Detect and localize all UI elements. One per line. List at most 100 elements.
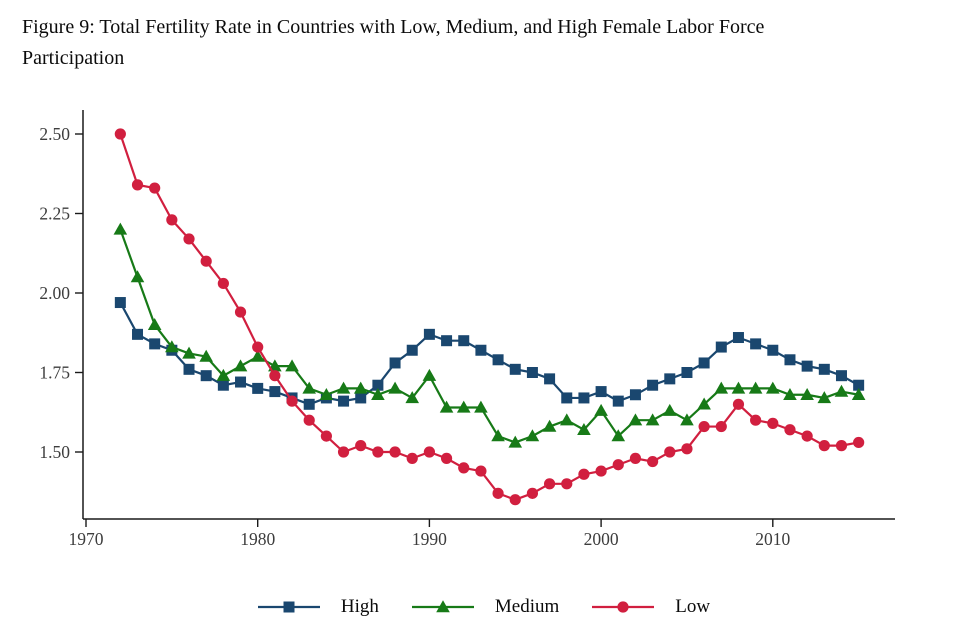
data-point-triangle [113,222,128,235]
data-point-circle [647,455,659,468]
data-point-triangle [680,413,694,426]
data-point-triangle [302,381,317,394]
series-medium [113,222,866,448]
data-point-square [132,328,144,340]
data-point-circle [458,462,470,474]
data-point-square [578,392,590,404]
data-point-circle [183,233,195,245]
data-point-circle [406,452,418,464]
data-point-circle [131,179,144,191]
data-point-square [183,363,195,375]
data-point-triangle [250,349,265,362]
data-point-square [303,398,315,410]
data-point-circle [389,446,401,458]
data-point-square [372,379,384,391]
x-tick-label: 2000 [584,529,619,549]
data-point-square [835,370,847,382]
legend-item-low: Low [591,596,710,618]
data-point-triangle [216,368,231,381]
data-point-triangle [748,381,763,394]
data-point-triangle [456,400,471,413]
data-point-triangle [731,381,746,394]
data-point-triangle [714,381,729,394]
legend-item-high: High [257,596,379,618]
data-point-square [767,344,779,356]
data-point-triangle [353,381,368,394]
legend-marker-square [257,601,320,613]
data-point-circle [629,452,642,464]
data-point-square [235,376,247,388]
data-point-triangle [491,429,505,442]
data-point-triangle [611,429,626,442]
legend-item-medium: Medium [411,596,559,618]
data-point-circle [200,255,212,267]
y-tick-label: 2.00 [39,283,70,303]
data-point-triangle [422,368,437,381]
data-point-triangle [182,346,196,359]
data-point-circle [835,440,848,452]
x-tick-label: 1990 [412,529,447,549]
data-point-circle [595,465,607,477]
data-point-circle [750,414,762,426]
data-point-circle [217,277,229,290]
data-point-circle [664,446,676,458]
data-point-circle [715,420,727,433]
data-point-triangle [628,413,643,426]
data-point-circle [320,430,332,442]
data-point-square [647,379,659,391]
figure-title: Figure 9: Total Fertility Rate in Countr… [22,12,957,74]
data-point-square [406,344,418,356]
data-point-triangle [594,403,608,416]
data-point-square [475,344,487,356]
data-point-circle [114,128,126,140]
data-point-square [200,370,212,382]
data-point-square [423,328,435,340]
data-point-square [252,382,264,394]
data-point-circle [440,452,453,464]
y-tick-label: 1.75 [39,363,70,383]
data-point-triangle [147,318,162,330]
data-point-circle [543,478,556,490]
data-point-square [750,338,762,350]
data-point-square [492,354,504,366]
data-point-circle [166,214,178,226]
data-point-circle [732,398,745,410]
data-point-square [715,341,727,353]
data-point-triangle [165,340,179,353]
legend-label-high: High [340,596,379,617]
data-point-square [389,357,401,369]
data-point-circle [681,443,693,455]
data-point-circle [767,417,779,429]
data-point-square [441,335,453,347]
figure-title-line-2: Participation [22,47,125,69]
data-point-triangle [817,391,832,404]
data-point-square [355,392,367,404]
y-tick-label: 2.25 [39,204,70,224]
data-point-square [629,389,641,401]
data-point-square [801,360,813,372]
data-point-circle [252,341,264,353]
data-point-square [595,386,607,398]
data-point-square [681,367,693,378]
data-point-circle [526,487,539,499]
legend-label-medium: Medium [494,596,560,617]
data-point-triangle [559,413,574,426]
data-point-circle [818,440,830,452]
data-point-square [544,373,556,385]
chart-legend: High Medium Low [0,596,967,618]
data-point-triangle [508,435,523,448]
data-point-triangle [233,359,248,372]
data-point-triangle [474,400,488,413]
data-point-square [784,354,796,366]
data-point-triangle [439,400,454,413]
data-point-square [732,332,744,344]
x-tick-label: 2010 [755,529,790,549]
data-point-circle [612,459,624,471]
data-point-triangle [285,359,299,372]
data-point-square [561,392,573,404]
data-point-triangle [336,381,351,394]
data-point-circle [269,370,281,382]
figure-title-line-1: Figure 9: Total Fertility Rate in Countr… [22,16,765,38]
